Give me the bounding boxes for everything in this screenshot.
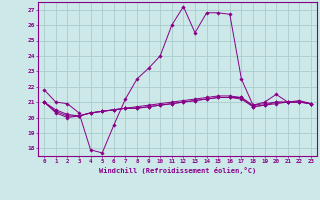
X-axis label: Windchill (Refroidissement éolien,°C): Windchill (Refroidissement éolien,°C): [99, 167, 256, 174]
